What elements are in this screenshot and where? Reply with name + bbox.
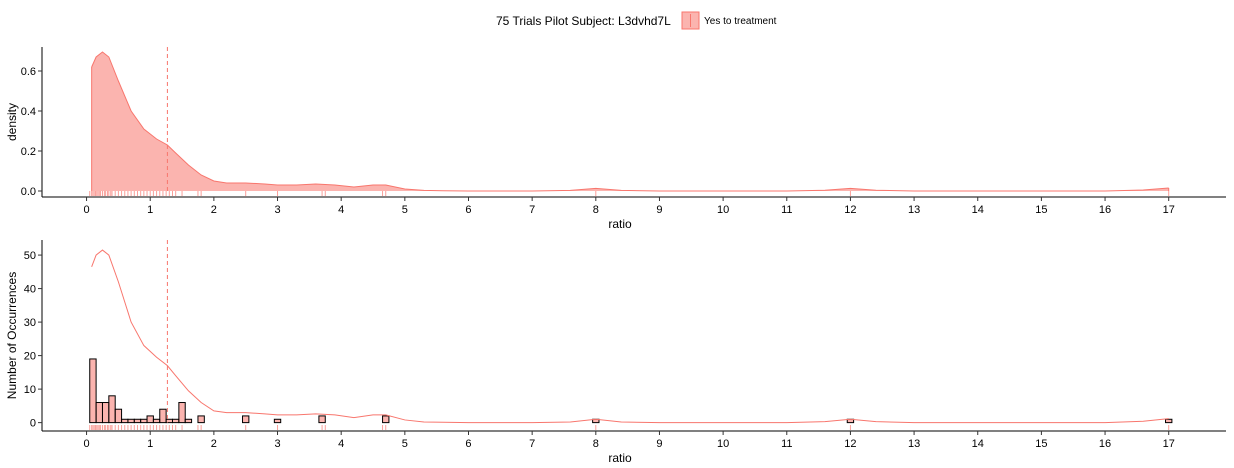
x-tick-label: 15	[1035, 438, 1047, 450]
legend-title: 75 Trials Pilot Subject: L3dvhd7L	[496, 14, 671, 28]
y-tick-label: 10	[24, 384, 36, 396]
x-tick-label: 4	[338, 438, 344, 450]
y-tick-label: 50	[24, 250, 36, 262]
x-tick-label: 16	[1099, 204, 1111, 216]
density-overlay-line	[91, 249, 1169, 424]
x-tick-label: 16	[1099, 438, 1111, 450]
density-panel: 0 1 2 3 4 5 6 7 8 9 10 11 12 13 14 15 16 170.00.20.40.6ra…	[5, 47, 1226, 231]
x-tick-label: 13	[908, 438, 920, 450]
x-tick-label: 17	[1163, 204, 1175, 216]
x-tick-label: 0	[83, 438, 89, 450]
histogram-bar	[178, 402, 186, 424]
density-area	[91, 52, 1169, 191]
y-tick-label: 0.4	[21, 106, 36, 118]
x-tick-label: 2	[211, 204, 217, 216]
histogram-bar	[273, 418, 282, 424]
x-axis-title: ratio	[608, 217, 632, 231]
x-tick-label: 15	[1035, 204, 1047, 216]
x-tick-label: 3	[274, 204, 280, 216]
histogram-bar	[133, 418, 142, 424]
x-tick-label: 10	[717, 204, 729, 216]
histogram-bar	[382, 415, 390, 424]
histogram-bar	[89, 358, 97, 424]
histogram-bar	[127, 418, 135, 424]
histogram-bar	[1165, 418, 1173, 424]
histogram-bar	[146, 415, 154, 424]
density-line	[91, 51, 1169, 192]
y-tick-label: 0.2	[21, 146, 36, 158]
x-tick-label: 8	[593, 204, 599, 216]
x-tick-label: 6	[465, 204, 471, 216]
y-tick-label: 30	[24, 317, 36, 329]
x-tick-label: 2	[211, 438, 217, 450]
x-tick-label: 8	[593, 438, 599, 450]
histogram-bar	[95, 402, 103, 424]
x-tick-label: 0	[83, 204, 89, 216]
x-tick-label: 7	[529, 204, 535, 216]
histogram-bar	[121, 418, 129, 424]
histogram-bar	[140, 418, 148, 424]
y-axis-title: Number of Occurrences	[5, 272, 19, 399]
x-tick-label: 13	[908, 204, 920, 216]
x-tick-label: 14	[972, 204, 984, 216]
histogram-bar	[101, 402, 110, 424]
x-tick-label: 3	[274, 438, 280, 450]
x-tick-label: 17	[1163, 438, 1175, 450]
x-tick-label: 4	[338, 204, 344, 216]
x-tick-label: 12	[844, 204, 856, 216]
histogram-bar	[114, 408, 123, 424]
y-axis-title: density	[5, 103, 19, 141]
histogram-bar	[184, 418, 193, 424]
histogram-bar	[108, 395, 116, 424]
histogram-bar	[242, 415, 250, 424]
y-tick-label: 0.6	[21, 66, 36, 78]
y-tick-label: 0.0	[21, 186, 36, 198]
x-tick-label: 9	[656, 204, 662, 216]
x-tick-label: 1	[147, 204, 153, 216]
histogram-bar	[159, 408, 167, 424]
histogram-bar	[197, 415, 205, 424]
histogram-panel: 0 1 2 3 4 5 6 7 8 9 10 11 12 13 14 15 16 1701020304050rat…	[5, 240, 1226, 465]
x-tick-label: 6	[465, 438, 471, 450]
legend-label: Yes to treatment	[704, 16, 777, 27]
x-tick-label: 11	[781, 438, 792, 450]
x-tick-label: 5	[402, 438, 408, 450]
x-axis-title: ratio	[608, 451, 632, 465]
y-tick-label: 20	[24, 351, 36, 363]
y-tick-label: 40	[24, 284, 36, 296]
x-tick-label: 11	[781, 204, 792, 216]
histogram-bar	[318, 415, 326, 424]
x-tick-label: 5	[402, 204, 408, 216]
x-tick-label: 10	[717, 438, 729, 450]
histogram-bar	[171, 418, 180, 424]
y-tick-label: 0	[30, 418, 36, 430]
x-tick-label: 9	[656, 438, 662, 450]
histogram-bar	[152, 418, 161, 424]
legend: 75 Trials Pilot Subject: L3dvhd7L Yes to…	[496, 11, 777, 30]
x-tick-label: 14	[972, 438, 984, 450]
x-tick-label: 1	[147, 438, 153, 450]
x-tick-label: 7	[529, 438, 535, 450]
x-tick-label: 12	[844, 438, 856, 450]
